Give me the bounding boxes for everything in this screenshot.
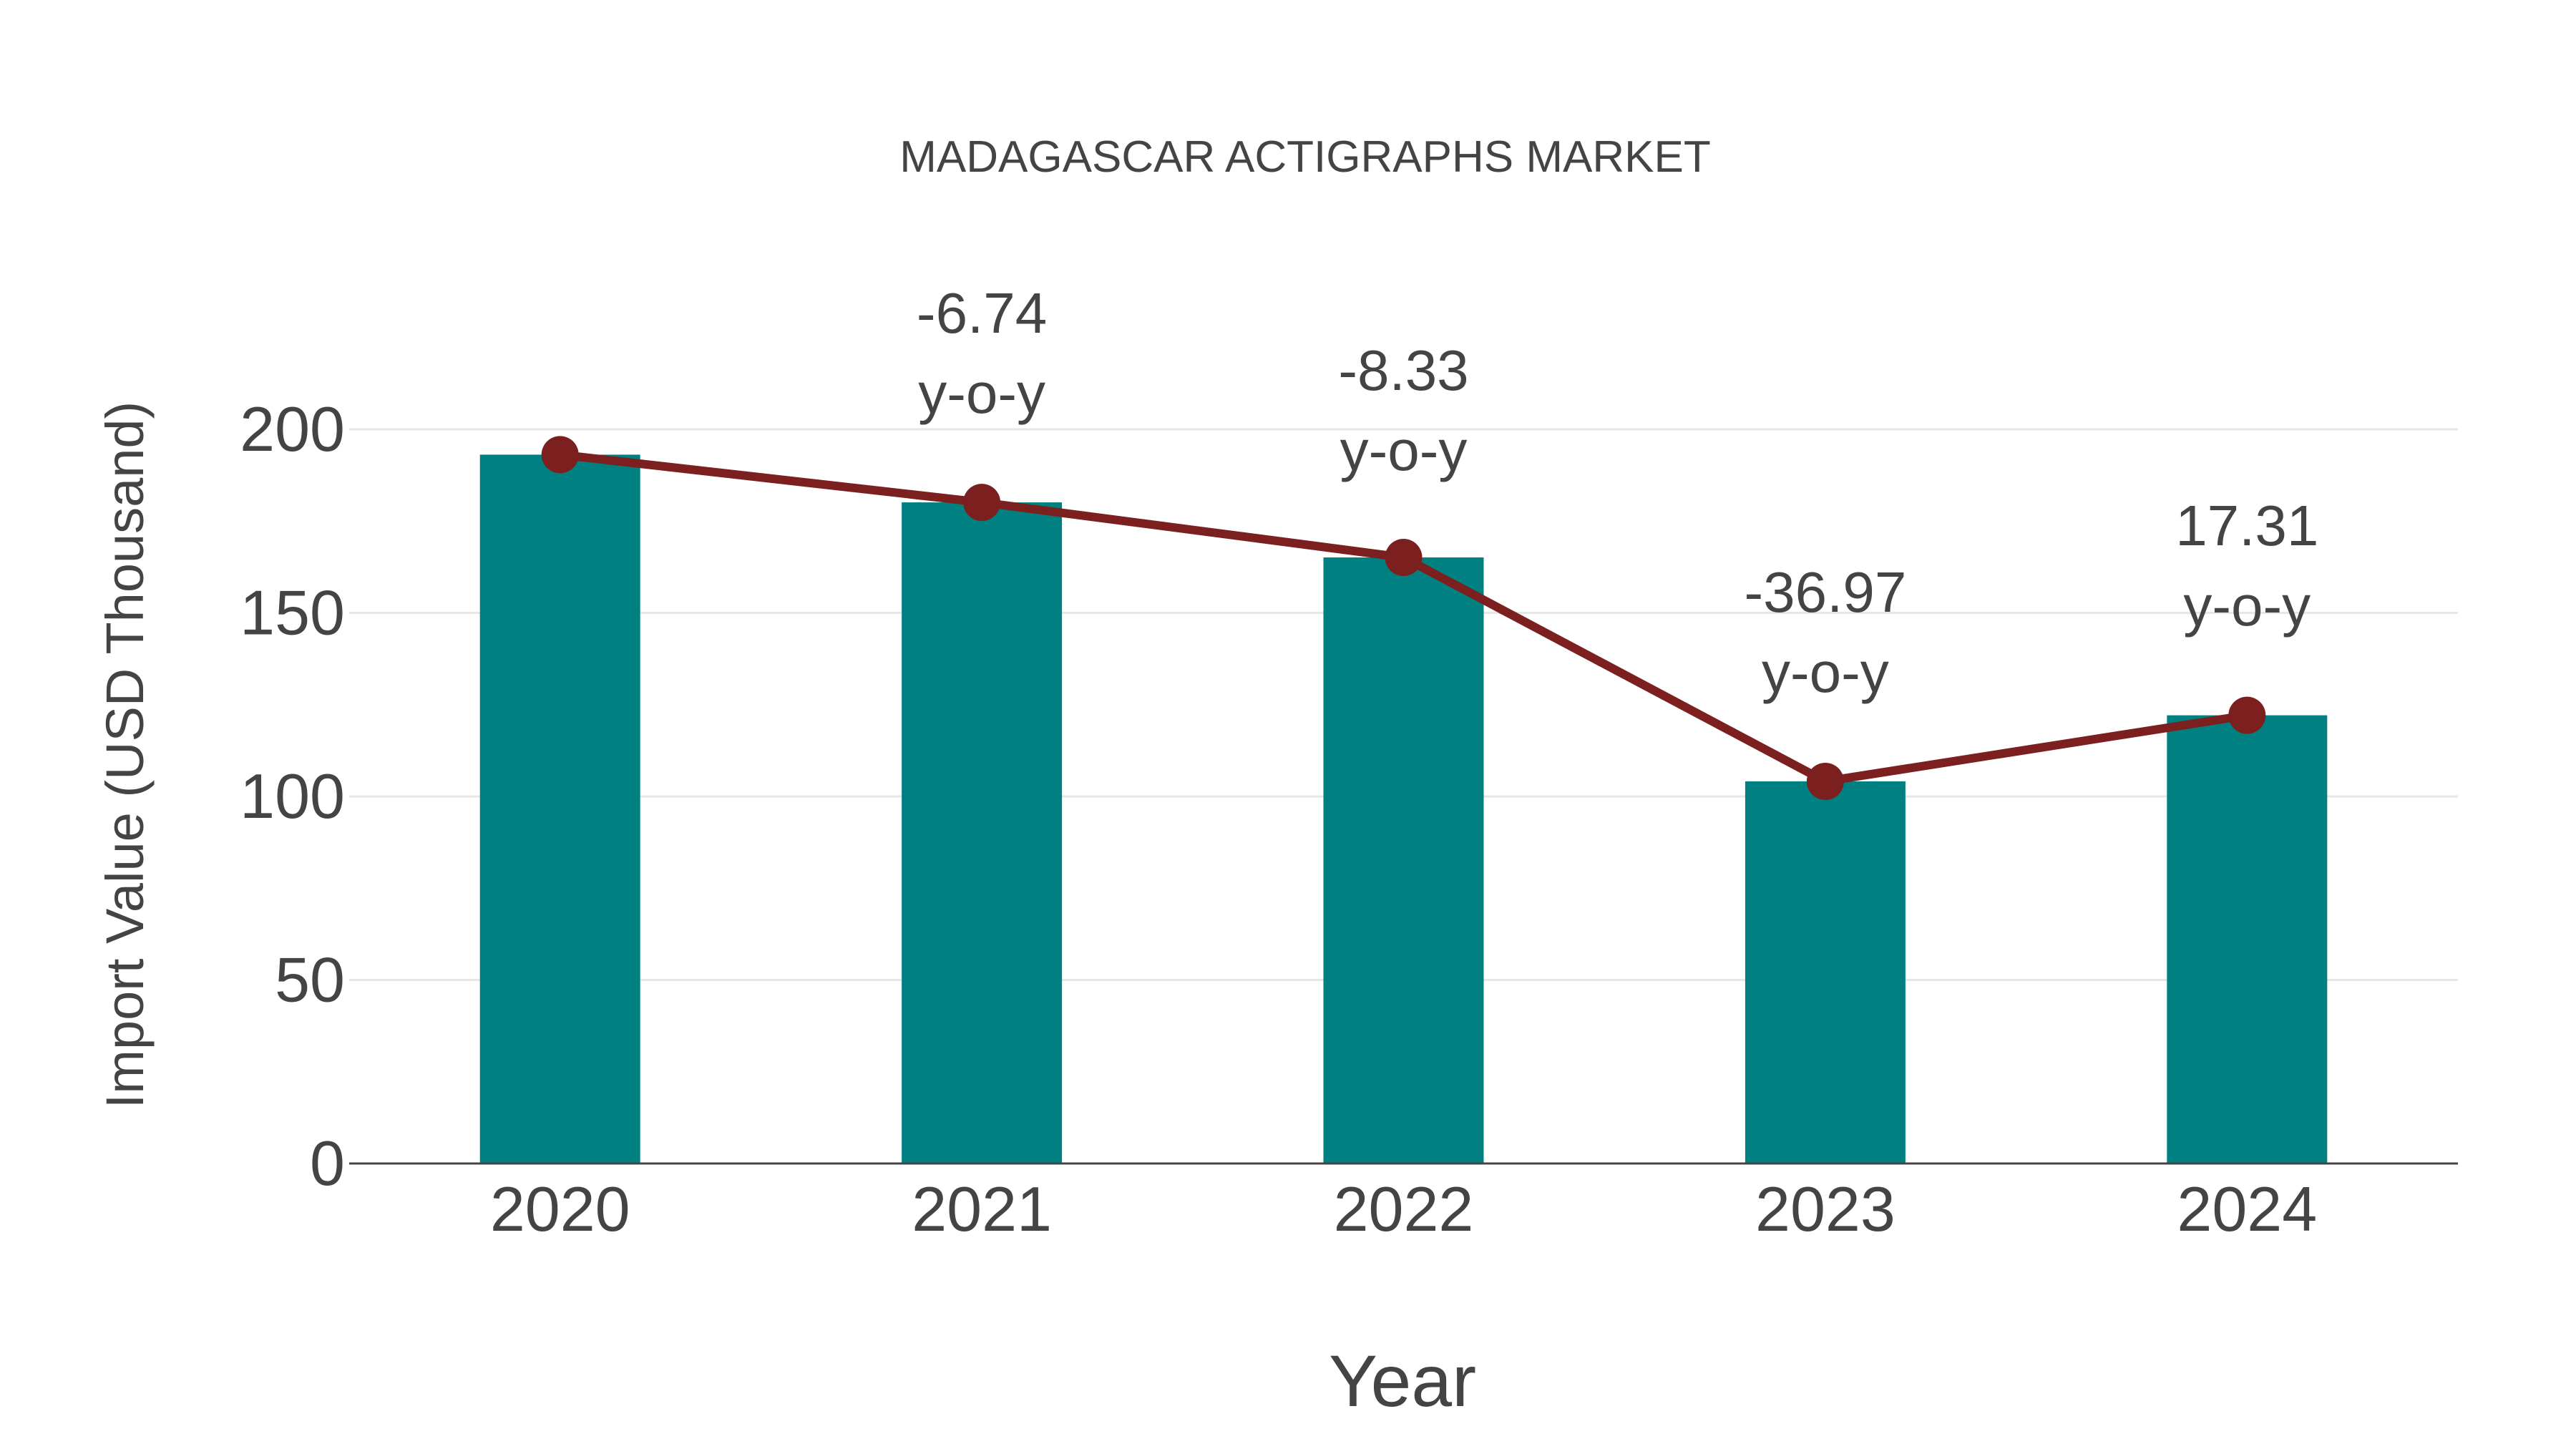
y-tick-label: 150 [240, 577, 345, 648]
y-tick-label: 50 [275, 945, 345, 1015]
bar-2024 [2167, 715, 2328, 1163]
bar-2021 [902, 502, 1063, 1163]
x-tick-label: 2022 [1334, 1174, 1474, 1244]
bars [479, 454, 2328, 1163]
bar-2022 [1323, 557, 1484, 1163]
yoy-suffix: y-o-y [918, 361, 1045, 425]
x-tick-label: 2023 [1755, 1174, 1896, 1244]
y-axis-ticks: 0 50 100 150 200 [240, 394, 345, 1199]
trend-line [541, 436, 2266, 800]
bar-2023 [1745, 781, 1906, 1163]
chart-title: MADAGASCAR ACTIGRAPHS MARKET [899, 132, 1710, 182]
yoy-value: -6.74 [917, 281, 1047, 345]
x-axis-ticks: 2020 2021 2022 2023 2024 [490, 1174, 2317, 1244]
trend-marker [2228, 696, 2266, 734]
x-tick-label: 2024 [2177, 1174, 2317, 1244]
y-axis-title: Import Value (USD Thousand) [95, 401, 155, 1109]
yoy-suffix: y-o-y [1340, 419, 1468, 482]
trend-marker [963, 484, 1001, 522]
yoy-suffix: y-o-y [2183, 574, 2311, 638]
x-tick-label: 2020 [490, 1174, 630, 1244]
yoy-suffix: y-o-y [1762, 640, 1889, 704]
yoy-value: -36.97 [1744, 560, 1906, 624]
yoy-annotations: -6.74 y-o-y -8.33 y-o-y -36.97 y-o-y 17.31 y-o-… [917, 281, 2318, 704]
y-tick-label: 200 [240, 394, 345, 464]
bar-2020 [479, 454, 640, 1163]
trend-marker [1806, 762, 1844, 800]
x-axis-title: Year [1329, 1340, 1476, 1422]
trend-marker [1385, 539, 1423, 577]
y-tick-label: 100 [240, 761, 345, 831]
trend-marker [541, 436, 579, 474]
x-tick-label: 2021 [912, 1174, 1052, 1244]
yoy-value: 17.31 [2175, 494, 2318, 557]
y-tick-label: 0 [310, 1128, 345, 1199]
yoy-value: -8.33 [1338, 338, 1468, 402]
